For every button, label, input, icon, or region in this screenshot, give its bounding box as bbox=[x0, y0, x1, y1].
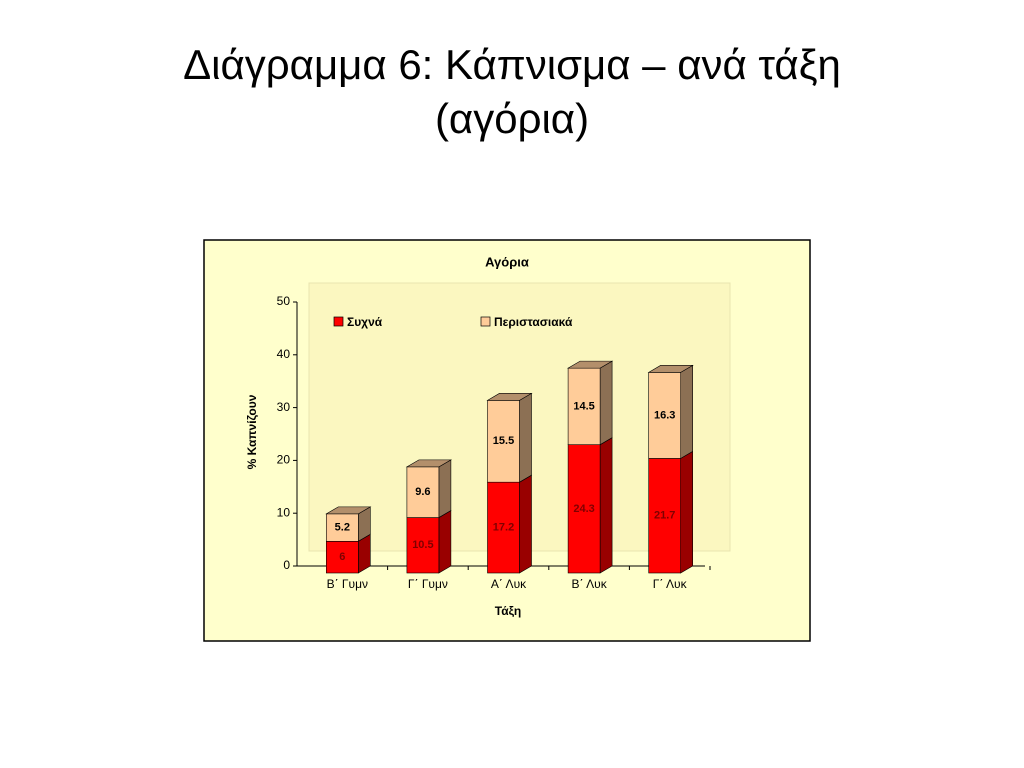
value-label: 15.5 bbox=[493, 435, 514, 447]
bar-side bbox=[680, 364, 694, 459]
value-label: 10.5 bbox=[412, 539, 433, 551]
bar-top bbox=[405, 459, 453, 468]
x-tick-label: Α΄ Λυκ bbox=[491, 577, 527, 591]
legend-swatch bbox=[480, 316, 491, 327]
y-axis-title: % Καπνίζουν bbox=[245, 394, 259, 469]
bar bbox=[325, 513, 359, 542]
bar-side bbox=[599, 360, 613, 446]
value-label: 9.6 bbox=[415, 486, 430, 498]
y-tick-label: 20 bbox=[277, 453, 291, 467]
y-tick-label: 30 bbox=[277, 400, 291, 414]
y-tick-label: 0 bbox=[283, 558, 290, 572]
x-tick-label: Β΄ Λυκ bbox=[571, 577, 607, 591]
x-axis-title: Τάξη bbox=[495, 604, 522, 618]
bar-side bbox=[680, 450, 694, 574]
value-label: 6 bbox=[339, 551, 345, 563]
bar bbox=[648, 458, 682, 574]
bar-side bbox=[599, 437, 613, 574]
bar bbox=[648, 372, 682, 459]
bar bbox=[487, 481, 520, 574]
value-label: 5.2 bbox=[335, 521, 350, 533]
bar bbox=[487, 400, 520, 483]
chart-title: Αγόρια bbox=[485, 254, 529, 269]
x-tick-label: Β΄ Γυμν bbox=[327, 577, 368, 591]
bar-top bbox=[647, 365, 694, 373]
value-label: 16.3 bbox=[654, 409, 675, 421]
bar bbox=[406, 517, 440, 574]
x-tick-label: Γ΄ Λυκ bbox=[653, 577, 688, 591]
legend-label: Συχνά bbox=[347, 315, 383, 329]
value-label: 17.2 bbox=[493, 521, 514, 533]
bar-top bbox=[325, 506, 372, 515]
bar bbox=[567, 444, 601, 574]
y-tick-label: 40 bbox=[277, 347, 291, 361]
bar bbox=[567, 367, 601, 445]
value-label: 21.7 bbox=[654, 510, 675, 522]
bar-top bbox=[486, 393, 533, 401]
bar-side bbox=[519, 474, 532, 574]
value-label: 14.5 bbox=[573, 400, 594, 412]
bar-side bbox=[519, 392, 532, 483]
legend-swatch bbox=[333, 316, 344, 327]
bar-side bbox=[438, 459, 452, 519]
legend-label: Περιστασιακά bbox=[494, 315, 573, 329]
slide-title: Διάγραμμα 6: Κάπνισμα – ανά τάξη (αγόρια… bbox=[183, 41, 841, 142]
value-label: 24.3 bbox=[573, 503, 594, 515]
y-tick-label: 10 bbox=[277, 505, 291, 519]
bar-side bbox=[438, 510, 452, 574]
bar-top bbox=[566, 360, 614, 369]
bar bbox=[406, 466, 440, 518]
y-tick-label: 50 bbox=[277, 294, 291, 308]
x-tick-label: Γ΄ Γυμν bbox=[408, 577, 448, 591]
